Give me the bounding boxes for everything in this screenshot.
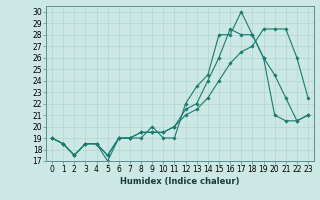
X-axis label: Humidex (Indice chaleur): Humidex (Indice chaleur) — [120, 177, 240, 186]
